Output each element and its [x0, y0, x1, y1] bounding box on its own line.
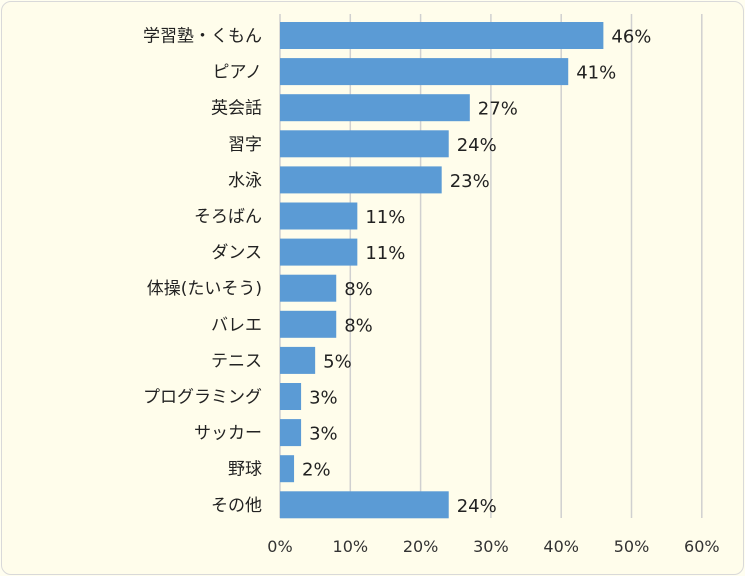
bar: [280, 58, 569, 86]
x-tick-label: 60%: [684, 537, 720, 556]
category-label: プログラミング: [143, 388, 262, 408]
value-label: 5%: [323, 351, 352, 372]
value-label: 23%: [450, 171, 490, 192]
category-label: そろばん: [194, 207, 262, 227]
bar: [280, 22, 604, 49]
value-label: 41%: [576, 63, 616, 84]
category-label: サッカー: [194, 424, 262, 444]
value-label: 3%: [309, 424, 338, 445]
category-label: 体操(たいそう): [147, 279, 262, 299]
value-label: 24%: [457, 135, 497, 156]
category-label: ピアノ: [213, 63, 262, 83]
value-label: 46%: [611, 27, 651, 48]
x-tick-label: 10%: [333, 537, 369, 556]
value-label: 11%: [365, 207, 405, 228]
bar: [280, 383, 302, 410]
bar: [280, 455, 295, 483]
category-label: 習字: [228, 135, 262, 155]
bar: [280, 94, 470, 122]
x-tick-label: 40%: [543, 537, 579, 556]
bar: [280, 238, 358, 266]
value-label: 8%: [344, 315, 373, 336]
bar: [280, 166, 442, 194]
category-label: 野球: [228, 460, 262, 480]
bar: [280, 202, 358, 230]
value-label: 11%: [365, 243, 405, 264]
value-label: 2%: [302, 460, 331, 481]
x-tick-label: 20%: [403, 537, 439, 556]
category-label: テニス: [211, 351, 262, 371]
bar: [280, 491, 449, 519]
value-label: 8%: [344, 279, 373, 300]
bar: [280, 130, 449, 158]
bar: [280, 310, 337, 338]
category-label: バレエ: [211, 315, 262, 335]
x-tick-label: 0%: [267, 537, 292, 556]
category-label: 学習塾・くもん: [143, 26, 262, 47]
category-label: ダンス: [211, 243, 262, 263]
value-label: 27%: [478, 99, 518, 120]
category-label: その他: [211, 496, 262, 516]
value-label: 3%: [309, 388, 338, 409]
x-tick-label: 30%: [473, 537, 509, 556]
category-label: 水泳: [228, 171, 262, 191]
bar: [280, 419, 302, 447]
bar: [280, 346, 316, 374]
x-tick-label: 50%: [614, 537, 650, 556]
value-label: 24%: [457, 496, 497, 517]
bar: [280, 274, 337, 302]
category-label: 英会話: [211, 99, 262, 119]
